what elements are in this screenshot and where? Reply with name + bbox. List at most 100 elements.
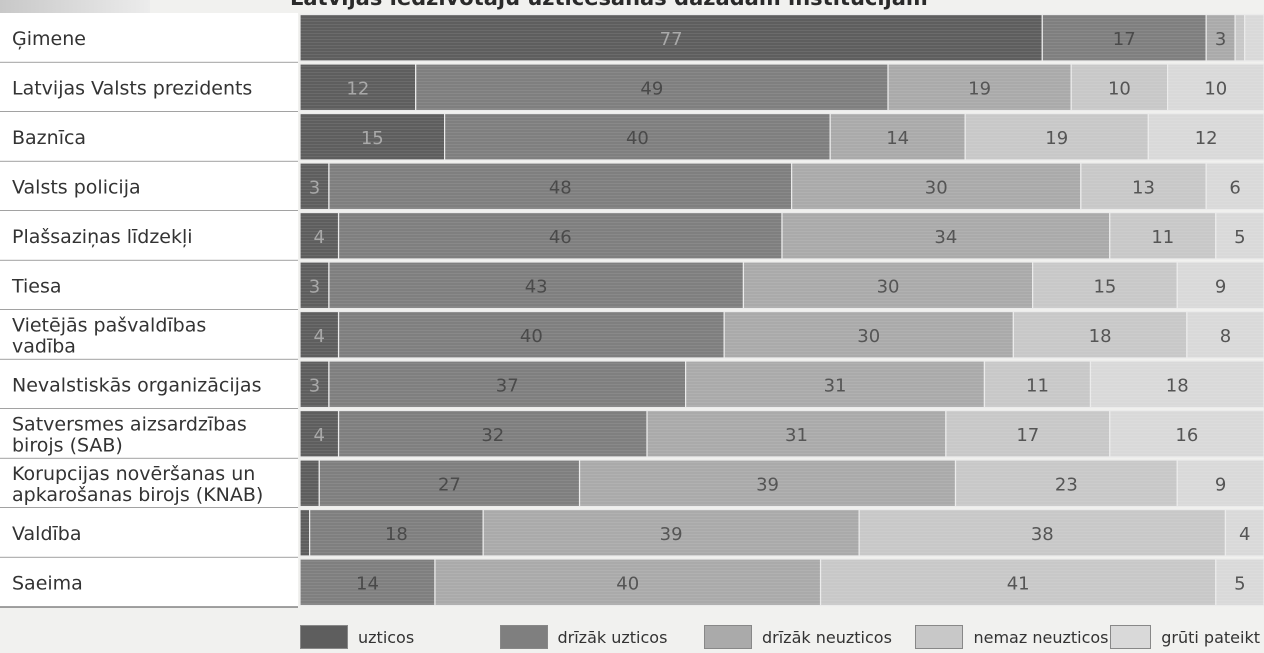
bar-texture — [1013, 311, 1187, 358]
bar-texture — [782, 212, 1110, 259]
category-cell — [0, 211, 298, 261]
category-labels: Ģimene Latvijas Valsts prezidents Baznīca V… — [0, 13, 298, 608]
data-label: 4 — [314, 326, 325, 347]
legend-item: drīzāk uzticos — [499, 625, 705, 649]
bar-texture — [1186, 311, 1264, 358]
data-label: 9 — [1215, 474, 1226, 495]
data-label: 15 — [361, 128, 384, 149]
bar-texture — [1109, 410, 1264, 457]
data-label: 39 — [756, 474, 779, 495]
bar-texture — [328, 361, 686, 408]
bar-texture — [685, 361, 985, 408]
category-label: vadība — [12, 335, 76, 357]
bar-texture — [300, 113, 445, 160]
category-cell — [0, 13, 298, 63]
legend-swatch — [915, 625, 964, 649]
bar-texture — [1090, 361, 1264, 408]
bar-texture — [965, 113, 1149, 160]
bar-texture — [724, 311, 1014, 358]
bar-texture — [743, 262, 1033, 309]
data-label: 3 — [1215, 29, 1226, 50]
data-label: 5 — [1234, 227, 1245, 248]
bar-texture — [791, 163, 1081, 210]
bar-texture — [300, 559, 435, 606]
bar-texture — [647, 410, 946, 457]
legend: uzticos drīzāk uzticos drīzāk neuzticos nem… — [300, 621, 1260, 653]
bar-texture — [1215, 212, 1264, 259]
legend-item: drīzāk neuzticos — [704, 625, 915, 649]
category-label: birojs (SAB) — [12, 434, 123, 456]
data-label: 32 — [481, 425, 504, 446]
bar-texture — [300, 460, 320, 507]
bar-texture — [434, 559, 821, 606]
legend-swatch — [499, 625, 548, 649]
legend-label: drīzāk neuzticos — [762, 627, 892, 647]
bar-texture — [483, 509, 860, 556]
data-label: 30 — [925, 177, 948, 198]
bar-texture — [830, 113, 966, 160]
legend-swatch — [1110, 625, 1152, 649]
legend-label: grūti pateikt — [1161, 627, 1260, 647]
data-label: 16 — [1175, 425, 1198, 446]
data-label: 43 — [525, 276, 548, 297]
category-cell — [0, 161, 298, 211]
bar-texture — [300, 311, 339, 358]
data-label: 3 — [309, 276, 320, 297]
chart-title: Latvijas iedzīvotāju uzticēšanās dažādām… — [290, 0, 930, 10]
bar-texture — [1206, 163, 1264, 210]
data-label: 17 — [1016, 425, 1039, 446]
bar-texture — [1225, 509, 1264, 556]
category-label: Plašsaziņas līdzekļi — [12, 226, 193, 248]
bar-texture — [328, 163, 792, 210]
data-label: 4 — [314, 425, 325, 446]
bar-texture — [338, 311, 725, 358]
data-label: 4 — [314, 227, 325, 248]
bar-texture — [338, 212, 782, 259]
bar-texture — [338, 410, 648, 457]
category-label: Nevalstiskās organizācijas — [12, 374, 261, 396]
data-label: 40 — [616, 573, 639, 594]
bar-texture — [1071, 64, 1168, 111]
data-label: 18 — [1089, 326, 1112, 347]
category-cell — [0, 508, 298, 558]
data-label: 30 — [877, 276, 900, 297]
category-label: Saeima — [12, 572, 83, 594]
data-label: 19 — [1045, 128, 1068, 149]
bar-texture — [1177, 460, 1264, 507]
category-cell — [0, 557, 298, 607]
data-label: 34 — [934, 227, 957, 248]
data-label: 31 — [824, 375, 847, 396]
bar-texture — [1148, 113, 1264, 160]
bar-texture — [1235, 14, 1245, 61]
category-label: Tiesa — [11, 275, 62, 297]
category-cell — [0, 458, 298, 508]
data-label: 31 — [785, 425, 808, 446]
bar-texture — [300, 212, 339, 259]
data-label: 11 — [1026, 375, 1049, 396]
bar-texture — [300, 509, 310, 556]
legend-label: uzticos — [358, 627, 415, 647]
data-label: 13 — [1132, 177, 1155, 198]
data-label: 48 — [549, 177, 572, 198]
bar-texture — [1032, 262, 1178, 309]
bar-texture — [328, 262, 744, 309]
legend-item: uzticos — [300, 625, 500, 649]
category-label: Satversmes aizsardzības — [12, 413, 247, 435]
bar-texture — [859, 509, 1226, 556]
legend-swatch — [704, 625, 752, 649]
category-cell — [0, 409, 298, 459]
bar-texture — [1042, 14, 1207, 61]
bar-texture — [1215, 559, 1264, 606]
data-label: 17 — [1113, 29, 1136, 50]
bar-texture — [319, 460, 580, 507]
data-label: 46 — [549, 227, 572, 248]
category-label: Valsts policija — [12, 176, 141, 198]
bar-texture — [1177, 262, 1264, 309]
data-label: 11 — [1151, 227, 1174, 248]
bar-texture — [888, 64, 1072, 111]
data-label: 12 — [1195, 128, 1218, 149]
data-label: 41 — [1007, 573, 1030, 594]
bar-texture — [415, 64, 889, 111]
legend-swatch — [300, 625, 348, 649]
